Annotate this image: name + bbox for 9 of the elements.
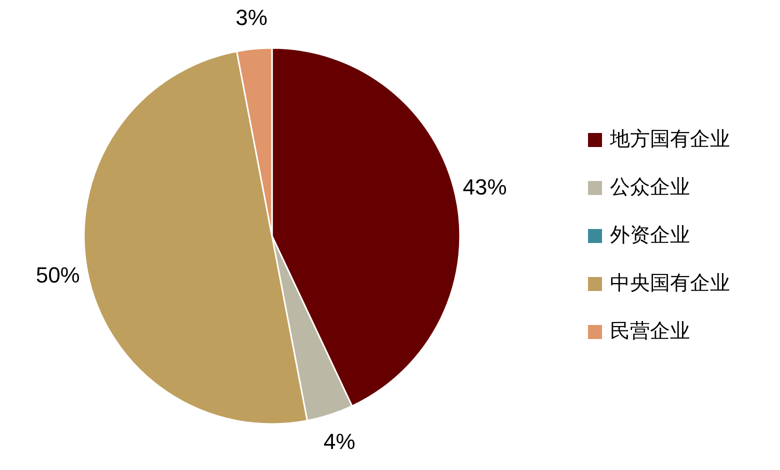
data-label: 43%	[462, 174, 507, 200]
data-label: 4%	[323, 429, 356, 454]
legend-label: 地方国有企业	[609, 127, 730, 150]
legend-label: 中央国有企业	[610, 272, 730, 294]
legend-label: 外资企业	[610, 224, 690, 246]
legend-label: 公众企业	[610, 176, 690, 198]
data-label: 3%	[236, 4, 268, 30]
data-label: 50%	[36, 262, 80, 288]
legend-label: 民营企业	[610, 320, 690, 342]
